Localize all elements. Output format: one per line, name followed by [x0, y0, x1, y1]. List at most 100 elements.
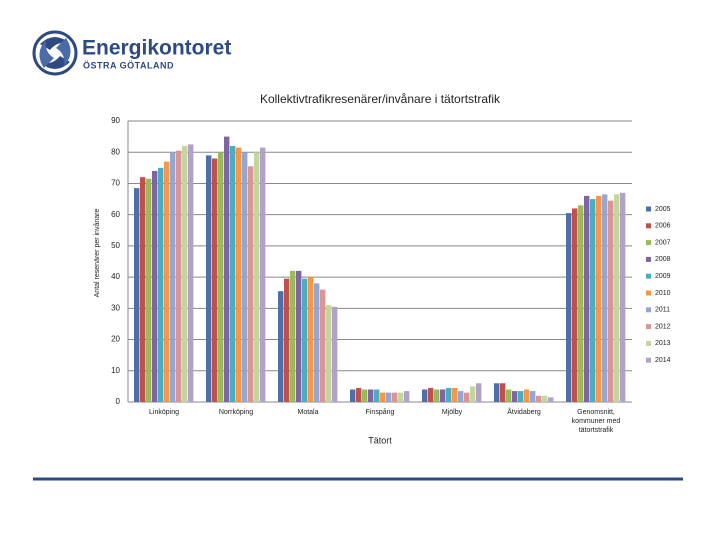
bar — [248, 166, 254, 402]
bar — [260, 147, 266, 402]
x-tick-label: Linköping — [149, 409, 179, 416]
legend-swatch — [646, 256, 651, 262]
legend-swatch — [646, 223, 651, 229]
bar — [614, 194, 620, 402]
legend-swatch — [646, 340, 651, 346]
bar — [362, 389, 368, 402]
bar — [524, 389, 530, 402]
y-tick-label: 10 — [111, 366, 120, 375]
logo-region: ÖSTRA GÖTALAND — [83, 60, 174, 70]
bar — [284, 278, 290, 402]
bar — [440, 389, 446, 402]
y-axis-title: Antal resenärer per invånare — [93, 209, 101, 298]
bar — [164, 161, 170, 402]
bar — [218, 152, 224, 402]
bar — [212, 158, 218, 402]
bar — [254, 152, 260, 402]
legend-label: 2006 — [655, 223, 671, 230]
bar — [158, 167, 164, 402]
bar — [308, 277, 314, 402]
legend-swatch — [646, 206, 651, 212]
x-axis-title: Tätort — [368, 435, 392, 445]
y-tick-label: 40 — [111, 272, 120, 281]
bar — [434, 389, 440, 402]
bar — [464, 392, 470, 402]
bar — [398, 392, 404, 402]
legend-swatch — [646, 290, 651, 296]
bar — [332, 306, 338, 402]
bar — [176, 150, 182, 402]
bar — [206, 155, 212, 402]
bar — [566, 213, 572, 402]
legend-label: 2013 — [655, 340, 671, 347]
bar — [140, 177, 146, 402]
bar — [452, 387, 458, 402]
legend-label: 2010 — [655, 290, 671, 297]
legend-label: 2005 — [655, 206, 671, 213]
bar — [608, 200, 614, 402]
bar — [458, 391, 464, 402]
legend-label: 2011 — [655, 307, 670, 314]
logo-name: Energikontoret — [82, 37, 231, 60]
bar — [152, 170, 158, 402]
bar — [392, 392, 398, 402]
bar — [242, 152, 248, 402]
y-tick-label: 0 — [116, 397, 121, 406]
x-tick-label: Genomsnitt, kommuner med tätortstrafik — [571, 409, 621, 434]
bar — [578, 205, 584, 402]
bar — [590, 199, 596, 402]
bar — [602, 194, 608, 402]
bar — [236, 147, 242, 402]
bar — [182, 145, 188, 402]
x-tick-label: Finspång — [365, 409, 395, 416]
logo-icon — [32, 30, 78, 76]
bar — [446, 387, 452, 402]
legend-label: 2012 — [655, 323, 671, 330]
chart-title: Kollektivtrafikresenärer/invånare i täto… — [260, 92, 501, 106]
x-tick-label: Mjölby — [441, 409, 463, 416]
bar — [380, 392, 386, 402]
bar — [548, 397, 554, 402]
bar — [302, 278, 308, 402]
y-tick-label: 60 — [111, 210, 120, 219]
bar — [512, 391, 518, 402]
bar — [518, 391, 524, 402]
legend-swatch — [646, 273, 651, 279]
bar — [170, 152, 176, 402]
bar — [584, 195, 590, 402]
legend-label: 2009 — [655, 273, 671, 280]
legend-label: 2007 — [655, 239, 671, 246]
bar — [500, 383, 506, 402]
bar — [326, 305, 332, 402]
bar — [470, 386, 476, 402]
x-tick-label: Motala — [297, 409, 319, 416]
bar — [530, 391, 536, 402]
bar — [536, 395, 542, 402]
x-tick-label: Åtvidaberg — [507, 409, 541, 416]
bar — [572, 208, 578, 402]
bar — [224, 136, 230, 402]
legend-swatch — [646, 324, 651, 330]
y-tick-label: 80 — [111, 147, 120, 156]
y-tick-label: 30 — [111, 303, 120, 312]
bar — [494, 383, 500, 402]
y-tick-label: 20 — [111, 335, 120, 344]
x-tick-label: Norrköping — [218, 409, 254, 416]
bar — [290, 270, 296, 402]
y-tick-label: 90 — [111, 116, 120, 125]
bar — [374, 389, 380, 402]
bar — [278, 291, 284, 402]
bar — [596, 195, 602, 402]
bar — [296, 270, 302, 402]
bar — [146, 178, 152, 402]
legend-label: 2008 — [655, 256, 671, 263]
y-tick-label: 70 — [111, 179, 120, 188]
bar — [476, 383, 482, 402]
legend-swatch — [646, 357, 651, 363]
y-tick-label: 50 — [111, 241, 120, 250]
legend-swatch — [646, 307, 651, 313]
bar — [314, 283, 320, 402]
bar — [230, 145, 236, 402]
